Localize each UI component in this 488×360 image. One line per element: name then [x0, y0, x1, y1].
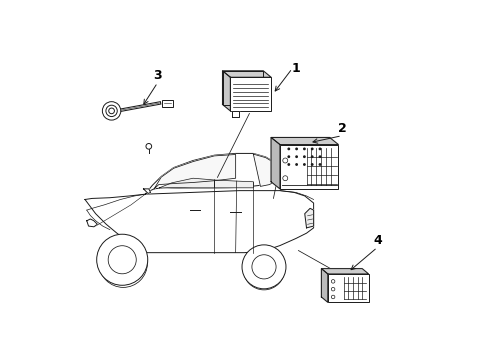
Circle shape	[97, 234, 147, 285]
Polygon shape	[304, 208, 313, 228]
Circle shape	[295, 155, 297, 158]
Circle shape	[108, 246, 136, 274]
Circle shape	[106, 105, 117, 117]
Polygon shape	[222, 71, 230, 111]
Polygon shape	[321, 269, 327, 302]
Circle shape	[310, 155, 313, 158]
Circle shape	[295, 148, 297, 150]
Polygon shape	[159, 178, 214, 188]
Circle shape	[251, 255, 276, 279]
Circle shape	[108, 108, 114, 114]
Circle shape	[295, 163, 297, 166]
Circle shape	[282, 158, 287, 163]
Circle shape	[331, 287, 334, 291]
Polygon shape	[270, 138, 338, 145]
Circle shape	[145, 144, 151, 149]
Circle shape	[310, 163, 313, 166]
Bar	[162, 100, 172, 107]
Circle shape	[102, 102, 121, 120]
Polygon shape	[214, 180, 253, 188]
Bar	[279, 145, 338, 189]
Polygon shape	[270, 138, 329, 182]
Polygon shape	[85, 191, 313, 253]
Circle shape	[243, 249, 284, 290]
Text: 1: 1	[291, 62, 300, 75]
Circle shape	[99, 239, 147, 287]
Polygon shape	[222, 71, 270, 77]
Polygon shape	[222, 71, 263, 104]
Circle shape	[303, 163, 305, 166]
Bar	[230, 77, 270, 111]
Polygon shape	[154, 154, 235, 189]
Polygon shape	[143, 189, 150, 193]
Polygon shape	[86, 219, 97, 227]
Circle shape	[331, 295, 334, 299]
Text: 2: 2	[337, 122, 346, 135]
Circle shape	[318, 163, 321, 166]
Text: 4: 4	[372, 234, 381, 247]
Polygon shape	[321, 269, 362, 297]
Circle shape	[287, 148, 290, 150]
Circle shape	[303, 148, 305, 150]
Circle shape	[303, 155, 305, 158]
Polygon shape	[232, 111, 239, 117]
Polygon shape	[321, 269, 368, 274]
Polygon shape	[270, 138, 279, 189]
Circle shape	[331, 280, 334, 283]
Circle shape	[242, 245, 285, 289]
Circle shape	[287, 155, 290, 158]
Circle shape	[318, 155, 321, 158]
Circle shape	[287, 163, 290, 166]
Polygon shape	[253, 154, 278, 186]
Polygon shape	[145, 153, 279, 194]
Circle shape	[310, 148, 313, 150]
Circle shape	[282, 176, 287, 181]
Bar	[327, 274, 368, 302]
Text: 3: 3	[153, 69, 162, 82]
Circle shape	[318, 148, 321, 150]
